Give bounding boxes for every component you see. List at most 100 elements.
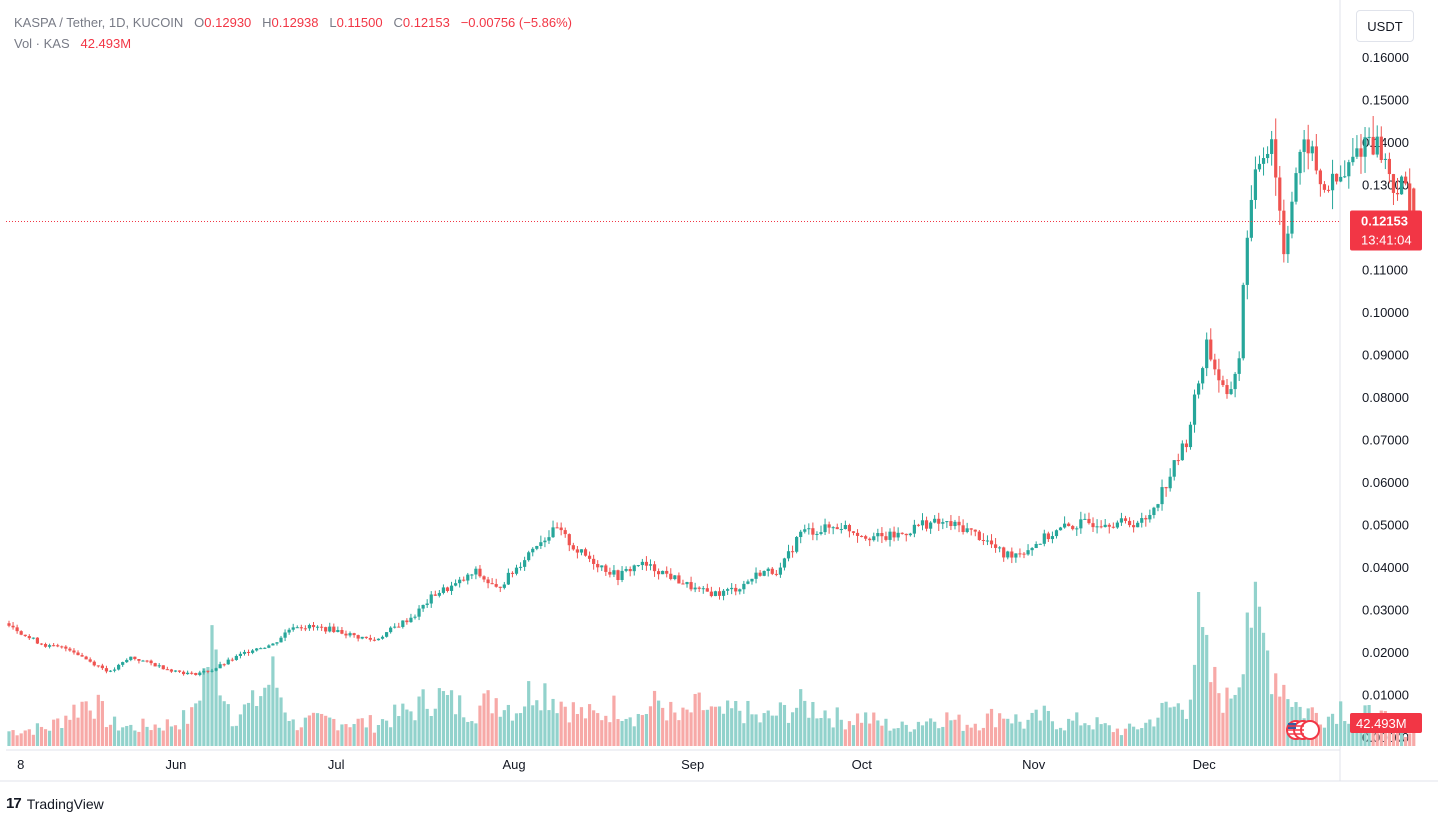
candle-body bbox=[762, 571, 766, 576]
volume-bar bbox=[657, 700, 661, 746]
volume-bar bbox=[1099, 724, 1103, 746]
candle-body bbox=[786, 551, 791, 559]
volume-bar bbox=[145, 726, 149, 746]
volume-bar bbox=[823, 710, 827, 746]
candle-body bbox=[68, 648, 72, 651]
candle-body bbox=[1140, 518, 1144, 523]
candle-body bbox=[474, 568, 478, 575]
candle-body bbox=[648, 564, 653, 566]
candle-body bbox=[795, 537, 799, 552]
volume-bar bbox=[559, 701, 563, 746]
candle-body bbox=[880, 533, 884, 537]
volume-bar bbox=[1205, 634, 1209, 746]
volume-bar bbox=[1172, 706, 1176, 746]
candle-body bbox=[1164, 487, 1168, 489]
volume-bar bbox=[1030, 712, 1034, 746]
currency-button[interactable]: USDT bbox=[1356, 10, 1414, 42]
candle-body bbox=[251, 650, 255, 653]
volume-bar bbox=[864, 712, 868, 746]
candle-body bbox=[937, 518, 941, 524]
volume-bar bbox=[1063, 730, 1067, 746]
volume-bar bbox=[230, 726, 234, 746]
candle-body bbox=[721, 590, 726, 596]
volume-bar bbox=[1318, 724, 1322, 746]
candle-body bbox=[1217, 369, 1221, 381]
volume-bar bbox=[1091, 729, 1095, 746]
candle-body bbox=[620, 570, 624, 580]
volume-bar bbox=[1123, 728, 1128, 746]
volume-bar bbox=[535, 700, 539, 746]
candle-body bbox=[380, 636, 385, 639]
volume-bar bbox=[251, 690, 255, 746]
candle-body bbox=[1391, 174, 1396, 193]
candle-body bbox=[1347, 162, 1351, 177]
candle-body bbox=[510, 572, 515, 574]
candle-body bbox=[1266, 153, 1270, 159]
candle-body bbox=[1115, 522, 1119, 528]
candle-body bbox=[56, 645, 60, 647]
candle-body bbox=[352, 633, 356, 636]
candle-body bbox=[1257, 163, 1262, 170]
volume-bar bbox=[1225, 687, 1229, 746]
candle-body bbox=[104, 668, 109, 672]
volume-bar bbox=[1322, 727, 1327, 746]
candle-body bbox=[1148, 515, 1152, 520]
y-tick-label: 0.10000 bbox=[1362, 305, 1409, 320]
volume-bar bbox=[985, 713, 990, 746]
candle-body bbox=[64, 646, 68, 649]
volume-bar bbox=[445, 694, 450, 746]
volume-bar bbox=[112, 716, 117, 746]
volume-bar bbox=[799, 689, 803, 746]
volume-bar bbox=[84, 701, 88, 746]
candle-body bbox=[454, 583, 458, 586]
candle-body bbox=[989, 540, 994, 545]
candle-body bbox=[864, 536, 868, 539]
candle-body bbox=[165, 669, 169, 671]
candle-body bbox=[628, 569, 632, 572]
volume-bar bbox=[1192, 664, 1197, 746]
volume-bar bbox=[19, 733, 23, 746]
candle-body bbox=[1253, 169, 1258, 200]
volume-bar bbox=[324, 715, 328, 746]
candle-body bbox=[1103, 524, 1107, 528]
candle-body bbox=[1367, 136, 1371, 138]
volume-bar bbox=[819, 717, 823, 746]
volume-bar bbox=[1034, 709, 1038, 746]
volume-bar bbox=[689, 712, 693, 746]
candle-body bbox=[1318, 170, 1322, 185]
volume-bar bbox=[1140, 728, 1144, 746]
candle-body bbox=[1229, 389, 1233, 395]
candle-body bbox=[117, 664, 121, 670]
volume-bar bbox=[608, 722, 612, 746]
candle-body bbox=[1314, 146, 1318, 171]
candle-body bbox=[429, 594, 433, 604]
tradingview-logo-icon: 17 bbox=[6, 795, 22, 812]
volume-bar bbox=[673, 712, 677, 746]
candle-body bbox=[636, 565, 640, 567]
volume-bar bbox=[226, 704, 230, 746]
footer-branding[interactable]: 17 TradingView bbox=[6, 795, 104, 812]
candle-body bbox=[291, 627, 295, 630]
volume-bar bbox=[1018, 721, 1022, 746]
volume-bar bbox=[27, 729, 31, 746]
volume-bar bbox=[575, 714, 579, 746]
volume-bar bbox=[555, 713, 559, 746]
volume-bar bbox=[68, 719, 72, 746]
candle-body bbox=[43, 644, 48, 647]
candle-body bbox=[981, 540, 985, 542]
candle-body bbox=[904, 533, 908, 536]
candle-body bbox=[1375, 136, 1379, 155]
volume-bar bbox=[876, 720, 880, 746]
candle-body bbox=[1014, 553, 1018, 558]
volume-bar bbox=[470, 721, 474, 746]
volume-bar bbox=[644, 714, 649, 746]
candle-body bbox=[624, 569, 628, 571]
candle-body bbox=[790, 551, 795, 553]
candle-body bbox=[76, 652, 80, 656]
open-value: 0.12930 bbox=[204, 15, 252, 30]
volume-bar bbox=[482, 693, 486, 746]
x-tick-label: Dec bbox=[1193, 757, 1217, 772]
volume-bar bbox=[368, 715, 372, 746]
candle-body bbox=[1412, 188, 1416, 222]
